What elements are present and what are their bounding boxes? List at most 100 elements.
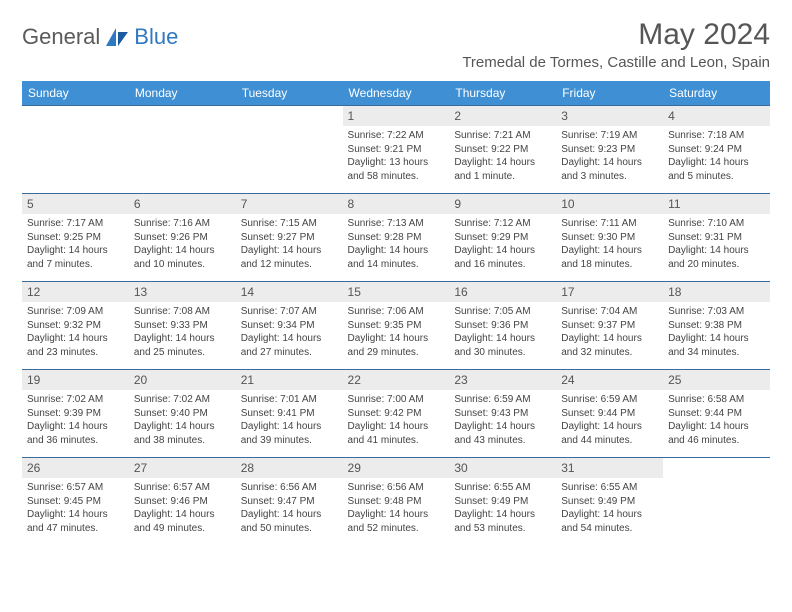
- calendar-cell: [663, 458, 770, 546]
- day-number: 1: [343, 106, 450, 126]
- day-number: 26: [22, 458, 129, 478]
- sunrise-line: Sunrise: 7:00 AM: [348, 394, 424, 405]
- logo-text-general: General: [22, 24, 100, 50]
- daylight-line: Daylight: 14 hours and 5 minutes.: [668, 157, 749, 182]
- weekday-header: Wednesday: [343, 81, 450, 106]
- day-number: 2: [449, 106, 556, 126]
- day-body: Sunrise: 7:01 AMSunset: 9:41 PMDaylight:…: [236, 390, 343, 451]
- daylight-line: Daylight: 14 hours and 39 minutes.: [241, 421, 322, 446]
- day-number: 29: [343, 458, 450, 478]
- sunset-line: Sunset: 9:24 PM: [668, 144, 742, 155]
- weekday-header: Thursday: [449, 81, 556, 106]
- weekday-header: Monday: [129, 81, 236, 106]
- daylight-line: Daylight: 14 hours and 41 minutes.: [348, 421, 429, 446]
- calendar-row: 5Sunrise: 7:17 AMSunset: 9:25 PMDaylight…: [22, 194, 770, 282]
- daylight-line: Daylight: 14 hours and 54 minutes.: [561, 509, 642, 534]
- sunrise-line: Sunrise: 7:13 AM: [348, 218, 424, 229]
- day-body: Sunrise: 6:55 AMSunset: 9:49 PMDaylight:…: [449, 478, 556, 539]
- weekday-header: Saturday: [663, 81, 770, 106]
- sunset-line: Sunset: 9:27 PM: [241, 232, 315, 243]
- sunrise-line: Sunrise: 7:08 AM: [134, 306, 210, 317]
- calendar-cell: 11Sunrise: 7:10 AMSunset: 9:31 PMDayligh…: [663, 194, 770, 282]
- sunrise-line: Sunrise: 7:22 AM: [348, 130, 424, 141]
- sunrise-line: Sunrise: 6:56 AM: [348, 482, 424, 493]
- day-body: Sunrise: 7:00 AMSunset: 9:42 PMDaylight:…: [343, 390, 450, 451]
- calendar-row: 26Sunrise: 6:57 AMSunset: 9:45 PMDayligh…: [22, 458, 770, 546]
- day-body: Sunrise: 6:56 AM Sunset: 9:48 PM Daylight:…: [343, 478, 450, 539]
- sunset-line: Sunset: 9:33 PM: [134, 320, 208, 331]
- sunrise-line: Sunrise: 7:01 AM: [241, 394, 317, 405]
- sunrise-line: Sunrise: 7:02 AM: [27, 394, 103, 405]
- day-number: 3: [556, 106, 663, 126]
- daylight-line: Daylight: 14 hours and 52 minutes.: [348, 509, 429, 534]
- calendar-cell: 15Sunrise: 7:06 AMSunset: 9:35 PMDayligh…: [343, 282, 450, 370]
- daylight-line: Daylight: 14 hours and 20 minutes.: [668, 245, 749, 270]
- day-number: 27: [129, 458, 236, 478]
- daylight-line: Daylight: 14 hours and 16 minutes.: [454, 245, 535, 270]
- page-title: May 2024: [462, 18, 770, 52]
- day-number: 28: [236, 458, 343, 478]
- daylight-line: Daylight: 14 hours and 36 minutes.: [27, 421, 108, 446]
- daylight-line: Daylight: 14 hours and 44 minutes.: [561, 421, 642, 446]
- calendar-cell: 4Sunrise: 7:18 AMSunset: 9:24 PMDaylight…: [663, 106, 770, 194]
- calendar-row: 12Sunrise: 7:09 AMSunset: 9:32 PMDayligh…: [22, 282, 770, 370]
- day-number: 25: [663, 370, 770, 390]
- daylight-line: Daylight: 14 hours and 30 minutes.: [454, 333, 535, 358]
- day-number: 22: [343, 370, 450, 390]
- day-number: 10: [556, 194, 663, 214]
- title-block: May 2024 Tremedal de Tormes, Castille an…: [462, 18, 770, 71]
- daylight-line: Daylight: 14 hours and 7 minutes.: [27, 245, 108, 270]
- daylight-line: Daylight: 14 hours and 23 minutes.: [27, 333, 108, 358]
- daylight-line: Daylight: 14 hours and 38 minutes.: [134, 421, 215, 446]
- daylight-line: Daylight: 14 hours and 25 minutes.: [134, 333, 215, 358]
- day-body: Sunrise: 7:16 AMSunset: 9:26 PMDaylight:…: [129, 214, 236, 275]
- day-body: Sunrise: 6:58 AMSunset: 9:44 PMDaylight:…: [663, 390, 770, 451]
- day-body: Sunrise: 7:13 AMSunset: 9:28 PMDaylight:…: [343, 214, 450, 275]
- sunset-line: Sunset: 9:44 PM: [561, 408, 635, 419]
- location-subtitle: Tremedal de Tormes, Castille and Leon, S…: [462, 54, 770, 71]
- day-number: 12: [22, 282, 129, 302]
- day-number: 21: [236, 370, 343, 390]
- calendar-cell: 5Sunrise: 7:17 AMSunset: 9:25 PMDaylight…: [22, 194, 129, 282]
- daylight-line: Daylight: 14 hours and 1 minute.: [454, 157, 535, 182]
- day-number: 4: [663, 106, 770, 126]
- sunrise-line: Sunrise: 7:19 AM: [561, 130, 637, 141]
- day-body: Sunrise: 7:03 AMSunset: 9:38 PMDaylight:…: [663, 302, 770, 363]
- day-number: 20: [129, 370, 236, 390]
- daylight-line: Daylight: 14 hours and 46 minutes.: [668, 421, 749, 446]
- day-body: Sunrise: 6:56 AMSunset: 9:47 PMDaylight:…: [236, 478, 343, 539]
- sunset-line: Sunset: 9:37 PM: [561, 320, 635, 331]
- calendar-table: Sunday Monday Tuesday Wednesday Thursday…: [22, 81, 770, 546]
- sunrise-line: Sunrise: 7:16 AM: [134, 218, 210, 229]
- daylight-line: Daylight: 14 hours and 29 minutes.: [348, 333, 429, 358]
- calendar-cell: 16Sunrise: 7:05 AMSunset: 9:36 PMDayligh…: [449, 282, 556, 370]
- day-number: 17: [556, 282, 663, 302]
- calendar-cell: 18Sunrise: 7:03 AMSunset: 9:38 PMDayligh…: [663, 282, 770, 370]
- sunset-line: Sunset: 9:38 PM: [668, 320, 742, 331]
- weekday-header-row: Sunday Monday Tuesday Wednesday Thursday…: [22, 81, 770, 106]
- day-number: 23: [449, 370, 556, 390]
- day-body: Sunrise: 7:21 AMSunset: 9:22 PMDaylight:…: [449, 126, 556, 187]
- calendar-cell: 25Sunrise: 6:58 AMSunset: 9:44 PMDayligh…: [663, 370, 770, 458]
- calendar-cell: 22Sunrise: 7:00 AMSunset: 9:42 PMDayligh…: [343, 370, 450, 458]
- sunrise-line: Sunrise: 7:03 AM: [668, 306, 744, 317]
- weekday-header: Sunday: [22, 81, 129, 106]
- day-body: Sunrise: 7:07 AMSunset: 9:34 PMDaylight:…: [236, 302, 343, 363]
- calendar-cell: 10Sunrise: 7:11 AMSunset: 9:30 PMDayligh…: [556, 194, 663, 282]
- sunset-line: Sunset: 9:39 PM: [27, 408, 101, 419]
- day-body: Sunrise: 7:10 AMSunset: 9:31 PMDaylight:…: [663, 214, 770, 275]
- sunrise-line: Sunrise: 6:58 AM: [668, 394, 744, 405]
- sunset-line: Sunset: 9:49 PM: [561, 496, 635, 507]
- day-number: 6: [129, 194, 236, 214]
- calendar-cell: [22, 106, 129, 194]
- sunrise-line: Sunrise: 6:56 AM: [241, 482, 317, 493]
- calendar-row: 19Sunrise: 7:02 AMSunset: 9:39 PMDayligh…: [22, 370, 770, 458]
- day-body: Sunrise: 6:55 AMSunset: 9:49 PMDaylight:…: [556, 478, 663, 539]
- calendar-cell: 29 Sunrise: 6:56 AM Sunset: 9:48 PM Dayligh…: [343, 458, 450, 546]
- day-body: Sunrise: 7:11 AMSunset: 9:30 PMDaylight:…: [556, 214, 663, 275]
- day-body: Sunrise: 6:57 AMSunset: 9:46 PMDaylight:…: [129, 478, 236, 539]
- day-body: Sunrise: 7:02 AMSunset: 9:40 PMDaylight:…: [129, 390, 236, 451]
- calendar-cell: 2Sunrise: 7:21 AMSunset: 9:22 PMDaylight…: [449, 106, 556, 194]
- sunset-line: Sunset: 9:48 PM: [348, 496, 422, 507]
- day-body: Sunrise: 7:09 AMSunset: 9:32 PMDaylight:…: [22, 302, 129, 363]
